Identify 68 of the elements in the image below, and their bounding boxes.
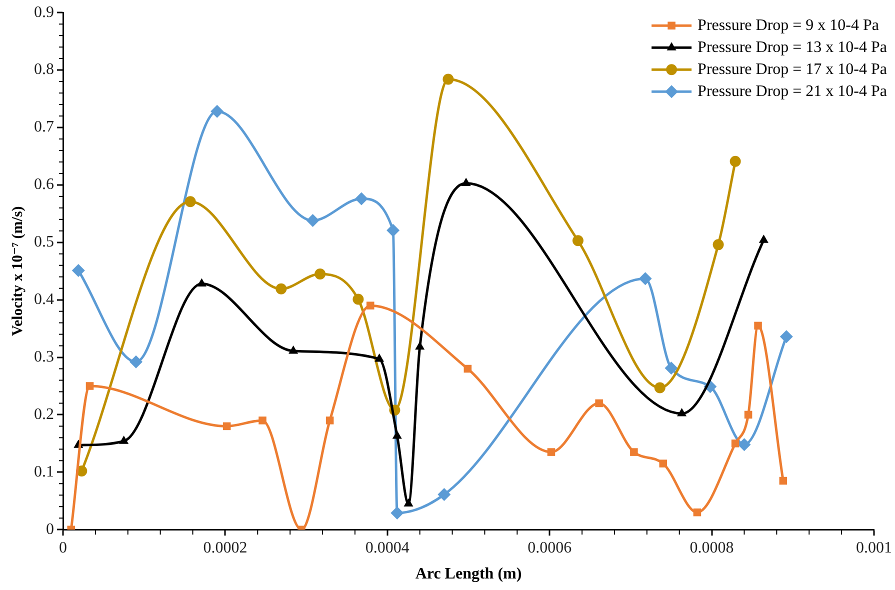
x-tick-label: 0.0002 <box>203 539 248 556</box>
point <box>119 436 129 444</box>
point <box>712 239 724 250</box>
y-tick-label: 0.9 <box>34 4 54 21</box>
x-axis-title: Arc Length (m) <box>415 566 522 583</box>
point <box>258 416 266 424</box>
y-tick-label: 0.2 <box>34 406 54 423</box>
point <box>438 488 451 502</box>
point <box>731 440 740 448</box>
y-tick-label: 0.1 <box>34 463 54 480</box>
point <box>758 234 768 243</box>
point <box>754 322 762 330</box>
x-tick-label: 0.0004 <box>365 539 410 556</box>
point <box>693 508 702 516</box>
point <box>638 272 652 286</box>
point <box>664 362 678 375</box>
y-axis-title: Velocity x 10⁻⁷ (m/s) <box>10 206 26 336</box>
point <box>654 382 666 394</box>
legend-label: Pressure Drop = 17 x 10-4 Pa <box>698 60 888 78</box>
y-tick-label: 0.5 <box>34 234 54 251</box>
y-tick-label: 0.3 <box>34 348 54 366</box>
point <box>276 283 287 294</box>
x-tick-label: 0 <box>59 539 67 556</box>
point <box>314 268 326 280</box>
point <box>210 104 224 118</box>
point <box>730 156 741 167</box>
y-tick-label: 0.7 <box>34 118 54 136</box>
point <box>677 408 687 416</box>
y-tick-label: 0 <box>46 520 54 538</box>
point <box>184 196 196 208</box>
point <box>72 264 85 278</box>
point <box>738 438 751 452</box>
point <box>404 498 414 506</box>
point <box>442 74 454 85</box>
point <box>392 430 402 439</box>
y-tick-label: 0.6 <box>34 176 54 194</box>
point <box>461 178 471 186</box>
point <box>779 476 788 485</box>
point <box>595 399 603 408</box>
point <box>659 460 668 468</box>
point <box>464 364 472 373</box>
point <box>415 341 425 350</box>
x-tick-label: 0.001 <box>856 539 892 556</box>
x-tick-label: 0.0006 <box>528 539 572 556</box>
legend-label: Pressure Drop = 13 x 10-4 Pa <box>698 38 888 56</box>
legend-label: Pressure Drop = 21 x 10-4 Pa <box>698 82 888 100</box>
point <box>386 224 400 237</box>
y-tick-label: 0.8 <box>34 61 54 78</box>
point <box>86 382 94 390</box>
point <box>288 345 298 354</box>
point <box>572 235 584 246</box>
point <box>744 410 752 419</box>
point <box>326 416 334 424</box>
point <box>374 353 384 362</box>
x-tick-label: 0.0008 <box>690 539 734 556</box>
point <box>366 302 374 310</box>
point <box>129 355 142 368</box>
point <box>222 422 231 430</box>
point <box>630 448 638 456</box>
point <box>354 192 368 206</box>
point <box>352 294 364 305</box>
point <box>780 330 793 344</box>
y-tick-label: 0.4 <box>34 291 54 308</box>
point <box>196 278 206 286</box>
legend-label: Pressure Drop = 9 x 10-4 Pa <box>698 16 880 34</box>
point <box>547 448 556 456</box>
point <box>306 214 320 228</box>
point <box>390 506 404 520</box>
